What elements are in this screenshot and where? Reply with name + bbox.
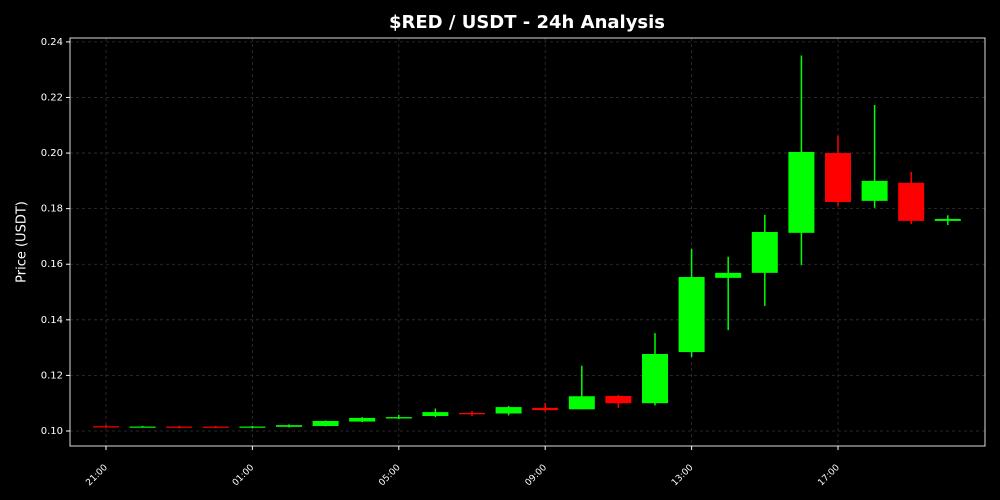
candle-body	[788, 151, 815, 233]
candle-body	[751, 231, 778, 273]
candle-body	[422, 412, 449, 416]
grid-layer	[70, 38, 985, 446]
candle-body	[898, 182, 925, 221]
y-tick-label: 0.20	[41, 148, 63, 159]
y-tick-label: 0.22	[41, 92, 63, 103]
x-tick-label: 13:00	[670, 463, 696, 489]
x-tick-label: 01:00	[231, 463, 257, 489]
candle-body	[239, 426, 266, 428]
candle-body	[202, 426, 229, 428]
x-tick-label: 09:00	[524, 463, 550, 489]
y-tick-label: 0.12	[41, 370, 63, 381]
candle-body	[715, 272, 742, 278]
candle-body	[568, 396, 595, 410]
y-tick-label: 0.16	[41, 259, 63, 270]
x-tick-label: 21:00	[84, 463, 110, 489]
candle-body	[605, 395, 632, 404]
marks-layer	[93, 55, 961, 429]
y-tick-label: 0.10	[41, 426, 63, 437]
candle-body	[495, 407, 522, 414]
candle-body	[678, 277, 705, 353]
candle-body	[312, 420, 339, 426]
x-tick-label: 05:00	[377, 463, 403, 489]
candle-body	[459, 412, 485, 415]
candle-body	[349, 417, 376, 422]
x-tick-label: 17:00	[816, 463, 842, 489]
candle-body	[532, 407, 559, 411]
candle-body	[385, 417, 412, 419]
candle-body	[642, 354, 668, 404]
candle-body	[129, 426, 156, 428]
y-axis-label: Price (USDT)	[15, 201, 30, 283]
candle-body	[861, 180, 888, 201]
chart-title: $RED / USDT - 24h Analysis	[389, 12, 665, 33]
candle-body	[934, 218, 961, 221]
candle-body	[93, 426, 119, 428]
candle-body	[276, 425, 302, 427]
candle-body	[825, 153, 851, 202]
candle-body	[166, 426, 193, 428]
y-tick-label: 0.14	[41, 315, 63, 326]
y-tick-label: 0.24	[41, 37, 63, 48]
y-tick-label: 0.18	[41, 204, 63, 215]
plot-frame	[69, 37, 986, 447]
